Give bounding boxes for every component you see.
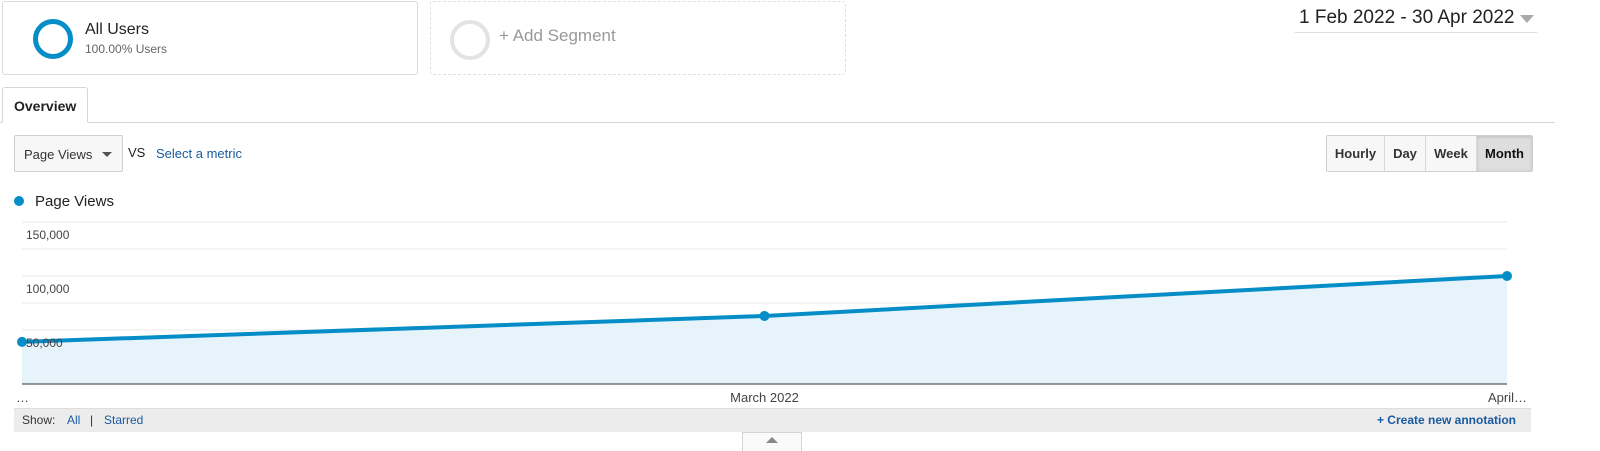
chevron-down-icon [1520, 15, 1534, 23]
data-point[interactable] [759, 310, 770, 321]
collapse-handle[interactable] [742, 432, 802, 451]
data-point[interactable] [1502, 271, 1512, 281]
create-annotation-link[interactable]: + Create new annotation [1376, 413, 1516, 427]
granularity-toggle: Hourly Day Week Month [1326, 135, 1533, 172]
segment-ring-icon [33, 19, 73, 59]
metric-dropdown[interactable]: Page Views [14, 135, 123, 172]
week-button[interactable]: Week [1426, 136, 1477, 171]
dropdown-caret-icon [102, 152, 112, 157]
date-range-text: 1 Feb 2022 - 30 Apr 2022 [1299, 7, 1515, 28]
y-tick-label: 100,000 [26, 282, 70, 296]
separator: | [90, 413, 94, 427]
show-all-link[interactable]: All [67, 413, 81, 427]
page-views-chart: 150,000 100,000 50,000 … March 2022 April… [16, 221, 1527, 405]
date-range-picker[interactable]: 1 Feb 2022 - 30 Apr 2022 [1295, 4, 1537, 33]
segment-subtitle: 100.00% Users [85, 42, 168, 56]
tab-bar-divider [0, 122, 1555, 123]
month-button[interactable]: Month [1477, 136, 1532, 171]
segment-title: All Users [85, 21, 150, 38]
legend-label: Page Views [35, 193, 114, 210]
x-tick-label: April… [1488, 390, 1527, 405]
annotation-bar: Show: All | Starred + Create new annotat… [14, 408, 1531, 432]
segment-all-users[interactable]: All Users 100.00% Users [2, 1, 418, 75]
x-tick-label: … [16, 390, 29, 405]
y-tick-label: 150,000 [26, 228, 70, 242]
add-segment-label: + Add Segment [499, 26, 616, 45]
tab-overview-label: Overview [14, 98, 77, 114]
tab-overview[interactable]: Overview [2, 87, 88, 123]
y-tick-label: 50,000 [26, 336, 63, 350]
select-metric-link[interactable]: Select a metric [156, 146, 242, 161]
show-label: Show: [22, 413, 56, 427]
metric-dropdown-label: Page Views [24, 147, 93, 162]
hourly-button[interactable]: Hourly [1327, 136, 1385, 171]
legend-dot-icon [14, 196, 24, 206]
empty-segment-ring-icon [450, 20, 490, 60]
add-segment-button[interactable]: + Add Segment [430, 1, 846, 75]
day-button[interactable]: Day [1385, 136, 1426, 171]
show-starred-link[interactable]: Starred [104, 413, 144, 427]
chart-area [22, 276, 1507, 384]
data-point[interactable] [17, 336, 27, 347]
x-tick-label: March 2022 [730, 390, 799, 405]
vs-label: VS [128, 145, 146, 160]
chevron-up-icon [766, 437, 778, 443]
